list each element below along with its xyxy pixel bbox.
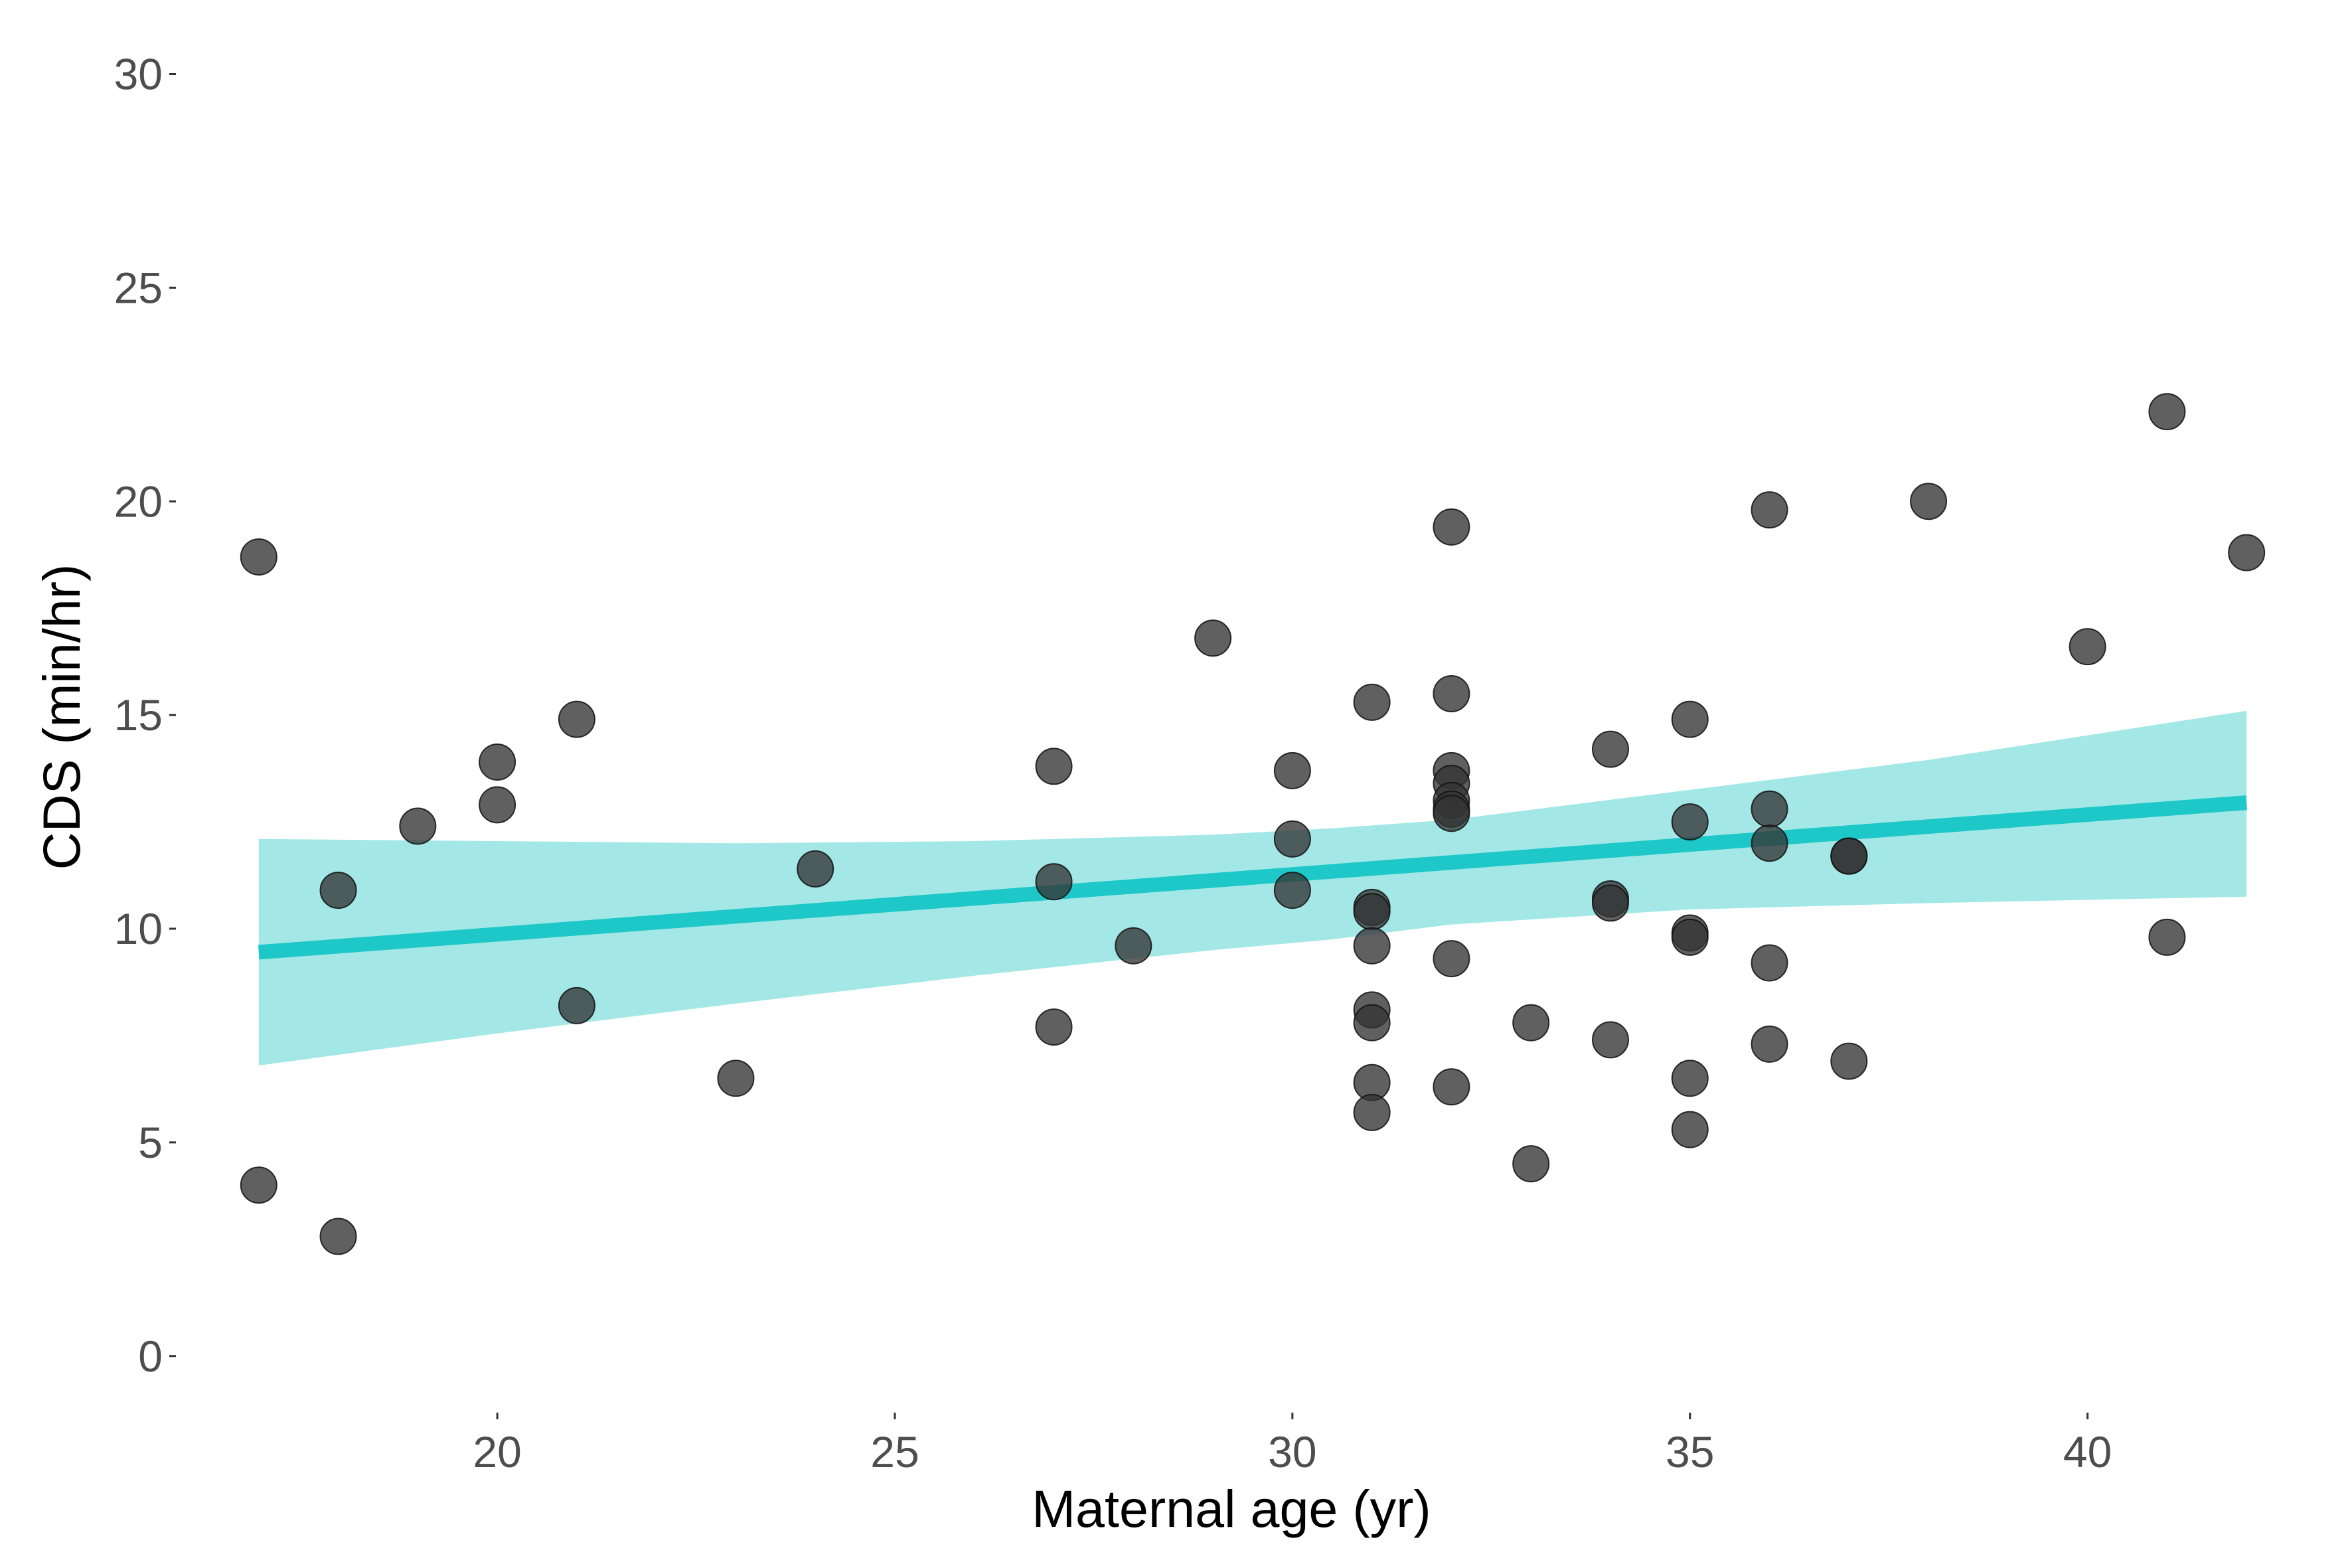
data-point bbox=[1751, 790, 1788, 828]
y-axis: 0 5 10 15 20 25 30 bbox=[114, 50, 176, 1381]
x-tick-label: 35 bbox=[1666, 1427, 1714, 1476]
x-tick-label: 40 bbox=[2063, 1427, 2112, 1476]
data-point bbox=[797, 850, 834, 888]
data-point bbox=[1273, 820, 1311, 858]
data-point bbox=[319, 872, 357, 909]
y-tick-label: 30 bbox=[114, 50, 163, 99]
data-point bbox=[1751, 491, 1788, 529]
data-point bbox=[1353, 1004, 1391, 1042]
data-point bbox=[1751, 1025, 1788, 1063]
data-point bbox=[1433, 1068, 1470, 1106]
data-point bbox=[1671, 1059, 1709, 1097]
data-point bbox=[1433, 508, 1470, 546]
y-tick-label: 20 bbox=[114, 477, 163, 526]
x-tick-label: 20 bbox=[473, 1427, 521, 1476]
data-point bbox=[240, 538, 277, 576]
x-tick-label: 25 bbox=[870, 1427, 919, 1476]
data-point bbox=[2228, 534, 2266, 572]
data-point bbox=[1273, 751, 1311, 789]
data-point bbox=[1115, 927, 1152, 965]
data-point bbox=[1751, 944, 1788, 982]
y-tick-label: 10 bbox=[114, 904, 163, 953]
data-point bbox=[1194, 619, 1232, 657]
data-point bbox=[1035, 1008, 1073, 1046]
data-point bbox=[1433, 674, 1470, 712]
data-point bbox=[1353, 683, 1391, 721]
data-point bbox=[479, 786, 516, 824]
y-tick-label: 25 bbox=[114, 263, 163, 312]
x-axis-title: Maternal age (yr) bbox=[1032, 1479, 1431, 1538]
data-point bbox=[2148, 918, 2186, 956]
data-point bbox=[1035, 863, 1073, 901]
data-point bbox=[1273, 872, 1311, 909]
points-layer bbox=[240, 393, 2266, 1255]
x-axis: 20 25 30 35 40 bbox=[473, 1413, 2112, 1476]
fit-line bbox=[258, 795, 2248, 960]
data-point bbox=[1512, 1004, 1550, 1042]
data-point bbox=[1591, 884, 1629, 922]
data-point bbox=[1830, 837, 1868, 875]
data-point bbox=[1671, 918, 1709, 956]
data-point bbox=[1671, 700, 1709, 738]
data-point bbox=[1035, 747, 1073, 785]
data-point bbox=[1671, 1111, 1709, 1148]
data-point bbox=[1433, 795, 1470, 832]
data-point bbox=[1591, 1021, 1629, 1059]
data-point bbox=[1353, 927, 1391, 965]
data-point bbox=[479, 743, 516, 781]
data-point bbox=[1830, 1042, 1868, 1080]
data-point bbox=[1751, 824, 1788, 862]
confidence-band-layer bbox=[258, 710, 2247, 1065]
data-point bbox=[2069, 628, 2106, 666]
y-tick-label: 5 bbox=[138, 1118, 163, 1167]
data-point bbox=[1910, 483, 1948, 520]
y-axis-title: CDS (min/hr) bbox=[32, 564, 91, 870]
data-point bbox=[1671, 803, 1709, 841]
data-point bbox=[1353, 1093, 1391, 1131]
data-point bbox=[1433, 940, 1470, 978]
data-point bbox=[1591, 730, 1629, 768]
y-tick-label: 15 bbox=[114, 690, 163, 740]
data-point bbox=[1353, 893, 1391, 931]
confidence-band bbox=[258, 710, 2247, 1065]
data-point bbox=[717, 1059, 755, 1097]
data-point bbox=[2148, 393, 2186, 431]
data-point bbox=[558, 700, 595, 738]
data-point bbox=[1512, 1145, 1550, 1183]
fit-line-layer bbox=[258, 795, 2248, 960]
data-point bbox=[558, 986, 595, 1024]
data-point bbox=[399, 807, 437, 845]
x-tick-label: 30 bbox=[1268, 1427, 1316, 1476]
y-tick-label: 0 bbox=[138, 1332, 163, 1381]
data-point bbox=[319, 1217, 357, 1255]
data-point bbox=[240, 1166, 277, 1204]
